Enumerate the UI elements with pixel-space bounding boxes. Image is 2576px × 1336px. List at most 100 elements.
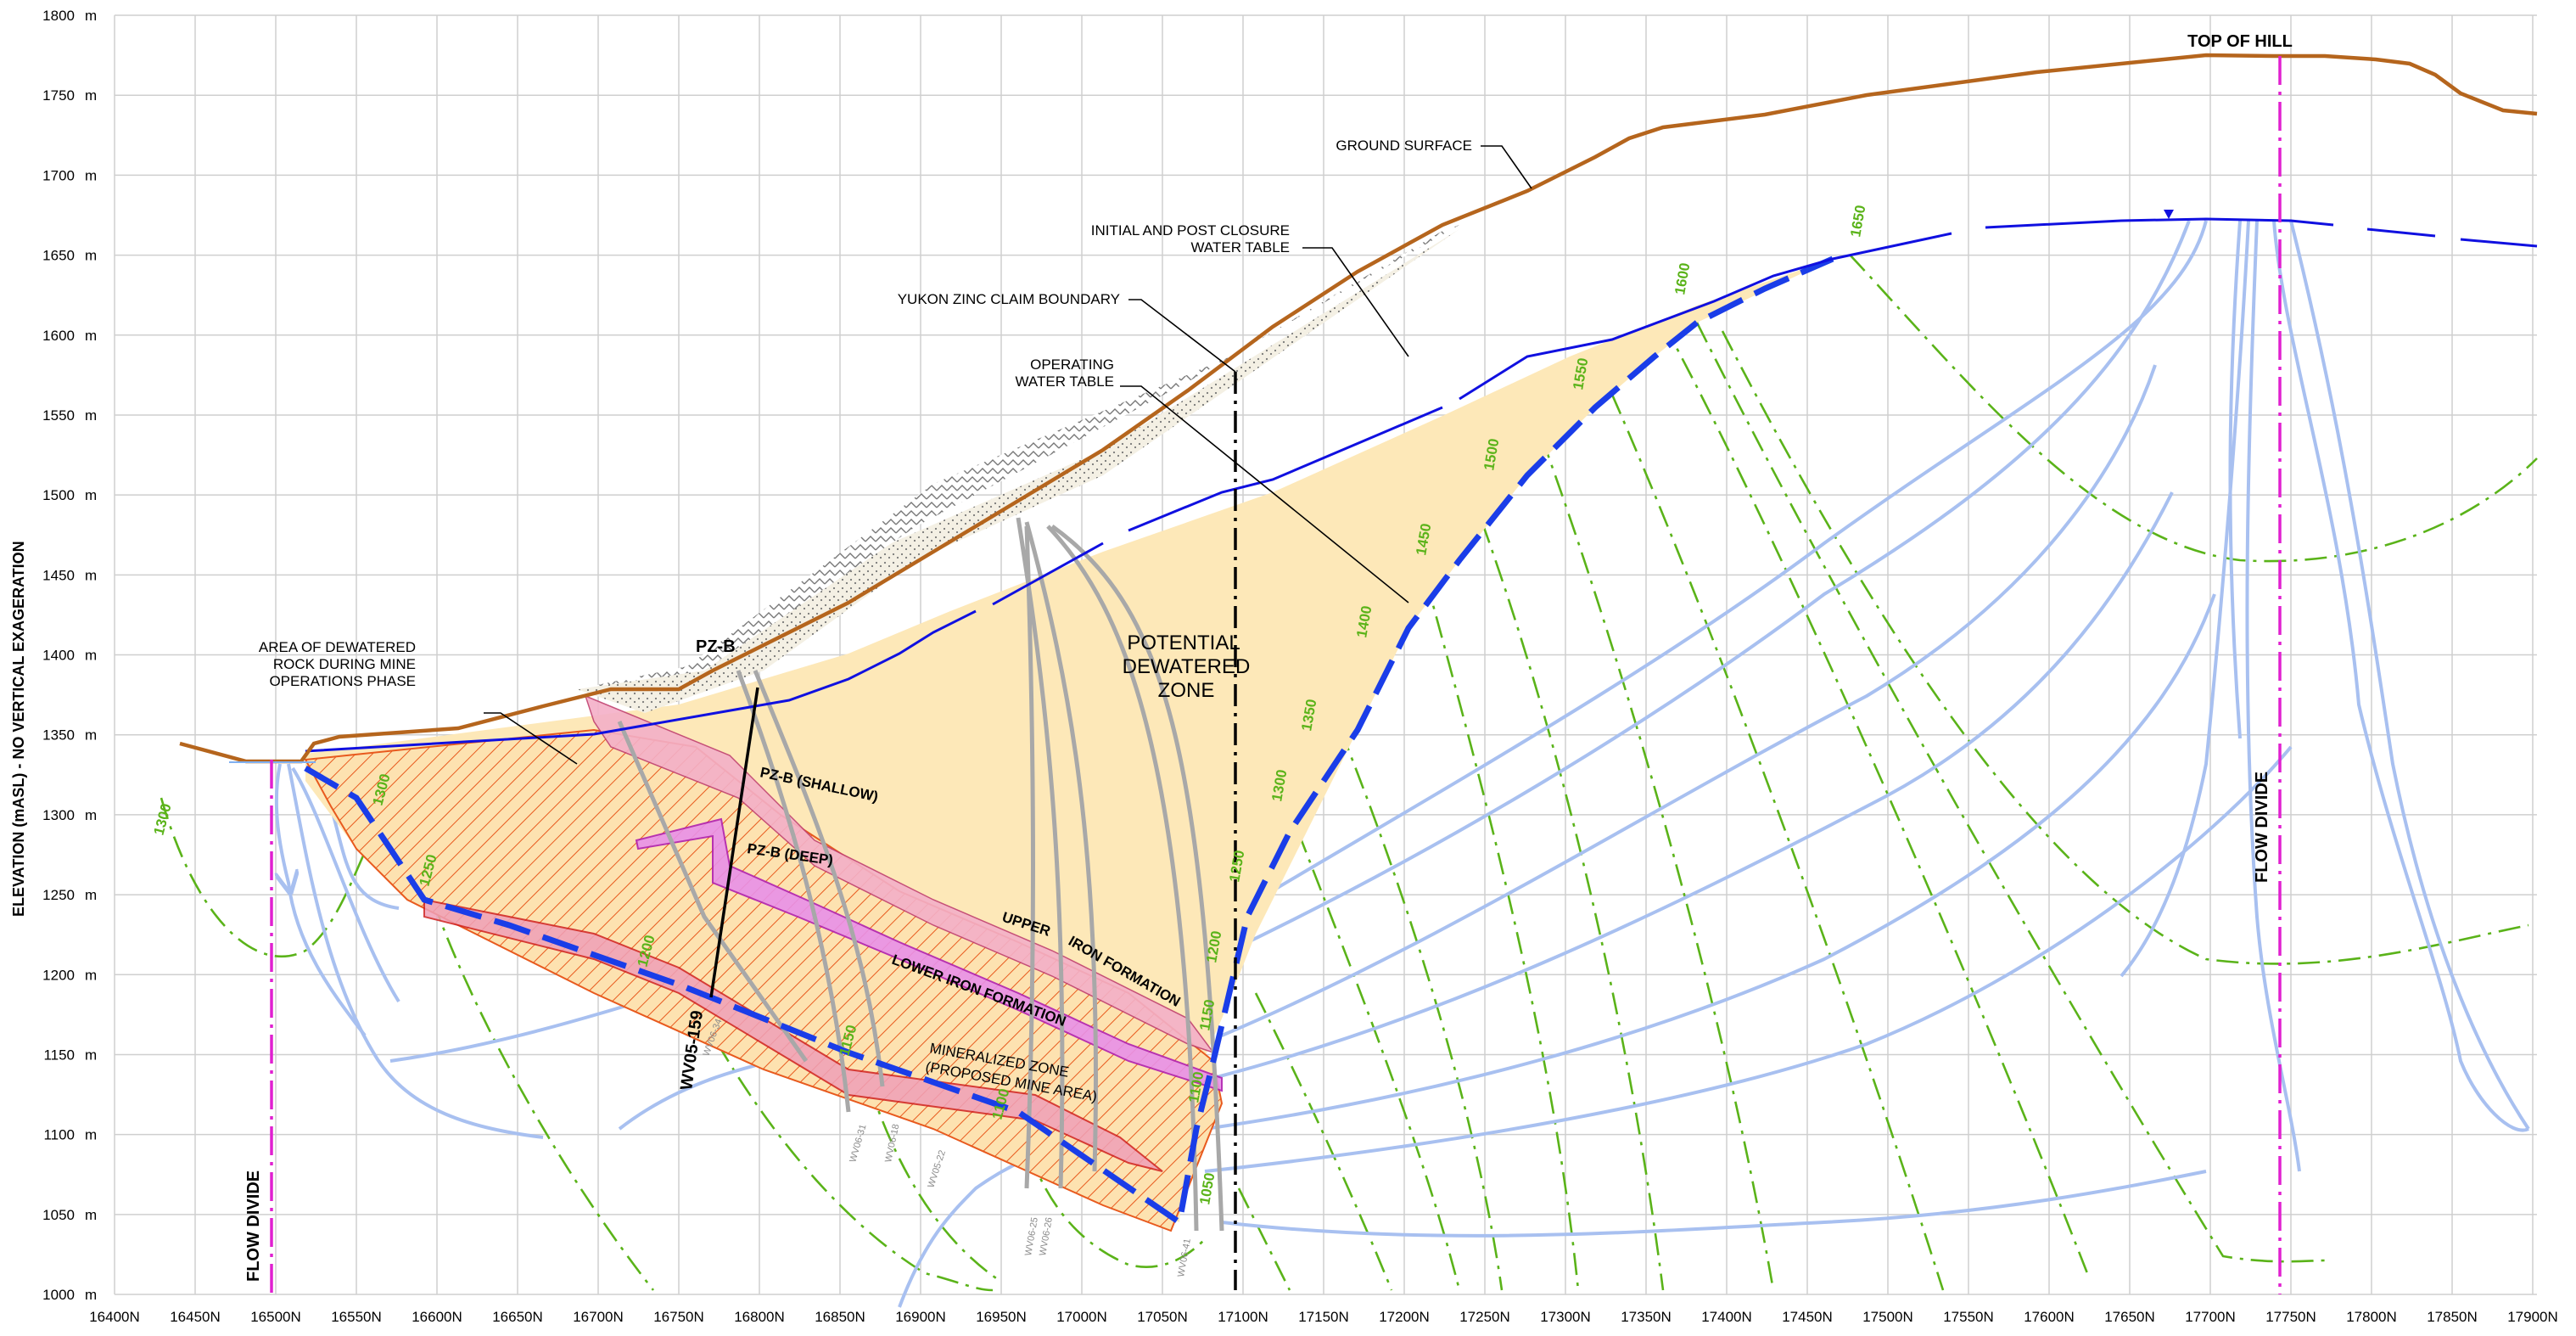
x-tick-label: 16400N (89, 1309, 140, 1325)
flow-line (1221, 1170, 2207, 1238)
equipotential-line (1526, 398, 1775, 1291)
equipotential-line (431, 899, 655, 1291)
y-axis-ticks: 1000 m 1050 m 1100 m 1150 m 1200 m 1250 m 1300 m 1350 m… (42, 8, 97, 1303)
y-tick-unit: m (85, 1047, 97, 1063)
y-tick-label: 1150 (43, 1047, 75, 1063)
potential-zone-label-line1: POTENTIAL (1127, 632, 1240, 654)
x-axis-ticks: 16400N 16450N 16500N 16550N 16600N 16650N 1670… (89, 1309, 2558, 1325)
drillhole-label: WV06-31 (848, 1123, 868, 1163)
x-tick-label: 17350N (1621, 1309, 1672, 1325)
weathered-rock-zone (577, 225, 1459, 689)
x-tick-label: 16750N (653, 1309, 704, 1325)
drill-hole (1050, 524, 1224, 1232)
x-tick-label: 16850N (815, 1309, 865, 1325)
x-tick-label: 17000N (1056, 1309, 1107, 1325)
flow-line (287, 763, 544, 1139)
initial-wt-label-line1: INITIAL AND POST CLOSURE (1091, 222, 1290, 239)
flow-line (2245, 220, 2301, 1172)
flow-line (291, 766, 400, 1003)
operating-wt-label-line2: WATER TABLE (1015, 373, 1114, 390)
y-tick-label: 1650 (42, 248, 75, 264)
drill-hole (1024, 521, 1099, 1172)
leader-claim-boundary (1128, 299, 1236, 373)
y-tick-unit: m (85, 328, 97, 344)
drill-hole (617, 721, 809, 1063)
leader-dewatered-area (484, 712, 578, 765)
y-tick-label: 1000 (42, 1287, 75, 1303)
operating-water-table (304, 255, 1834, 1227)
y-tick-unit: m (85, 727, 97, 744)
y-tick-unit: m (85, 807, 97, 823)
y-tick-unit: m (85, 87, 97, 104)
x-tick-label: 17550N (1943, 1309, 1994, 1325)
flow-line (1229, 220, 2191, 952)
flow-line (1241, 220, 2208, 910)
y-tick-label: 1700 (42, 167, 75, 183)
x-tick-label: 17300N (1540, 1309, 1591, 1325)
flow-line (277, 763, 367, 1037)
x-tick-label: 16500N (250, 1309, 301, 1325)
y-tick-label: 1550 (42, 407, 75, 424)
equipotential-line (1849, 254, 2538, 563)
potential-zone-label-line2: DEWATERED (1123, 655, 1251, 678)
y-tick-unit: m (85, 648, 97, 664)
y-tick-label: 1500 (42, 487, 75, 503)
y-tick-unit: m (85, 1207, 97, 1223)
y-tick-unit: m (85, 567, 97, 583)
equipotential-line (1593, 356, 1945, 1291)
y-tick-label: 1600 (42, 328, 75, 344)
dewatered-area-label-line1: AREA OF DEWATERED (259, 639, 416, 655)
leader-initial-water-table (1302, 247, 1409, 357)
x-tick-label: 17700N (2185, 1309, 2236, 1325)
flow-line (2228, 220, 2242, 739)
y-tick-unit: m (85, 248, 97, 264)
leader-ground-surface (1481, 145, 1532, 189)
x-tick-label: 16800N (734, 1309, 785, 1325)
equipotential-line (1237, 1187, 1291, 1291)
flow-line (1204, 745, 2293, 1173)
lower-iron-formation (423, 898, 1163, 1172)
y-tick-unit: m (85, 887, 97, 903)
x-tick-label: 17800N (2346, 1309, 2397, 1325)
x-tick-label: 16450N (170, 1309, 221, 1325)
drill-hole (753, 670, 885, 1087)
dewatered-area-label-line3: OPERATIONS PHASE (269, 673, 416, 689)
y-tick-label: 1300 (42, 807, 75, 823)
y-tick-unit: m (85, 167, 97, 183)
x-tick-label: 17100N (1218, 1309, 1268, 1325)
flow-divide-left-label: FLOW DIVIDE (244, 1170, 263, 1282)
y-tick-label: 1250 (42, 887, 75, 903)
equipotential-line (1296, 831, 1461, 1291)
equipotential-line (1424, 576, 1580, 1291)
x-tick-label: 17050N (1137, 1309, 1188, 1325)
y-tick-label: 1750 (42, 87, 75, 104)
contour-label: 1050 (1196, 1171, 1218, 1206)
y-tick-label: 1050 (42, 1207, 75, 1223)
x-tick-label: 16700N (573, 1309, 624, 1325)
equipotential-line (160, 797, 384, 958)
claim-boundary-label: YUKON ZINC CLAIM BOUNDARY (898, 291, 1120, 307)
water-table-marker-icon (2164, 210, 2174, 219)
x-tick-label: 17900N (2507, 1309, 2558, 1325)
x-tick-label: 17850N (2427, 1309, 2478, 1325)
flow-line (1212, 491, 2174, 1080)
y-tick-unit: m (85, 1127, 97, 1143)
drill-holes (617, 517, 1224, 1232)
flow-line (2272, 220, 2529, 1132)
y-tick-unit: m (85, 967, 97, 983)
ground-surface-label: GROUND SURFACE (1336, 138, 1472, 154)
drillhole-label: WV05-22 (926, 1149, 948, 1189)
equipotential-line (1721, 330, 2529, 965)
flow-line (1221, 364, 2157, 1037)
contour-label: 1300 (151, 802, 175, 837)
potential-zone-label-line3: ZONE (1158, 679, 1215, 702)
y-tick-unit: m (85, 487, 97, 503)
contour-label: 1600 (1672, 261, 1693, 296)
top-of-hill-label: TOP OF HILL (2187, 32, 2293, 51)
y-tick-label: 1200 (42, 967, 75, 983)
operating-wt-label-line1: OPERATING (1030, 356, 1114, 373)
x-tick-label: 16900N (895, 1309, 946, 1325)
flow-lines (277, 220, 2530, 1308)
leader-operating-water-table (1120, 385, 1409, 603)
borehole-wv05-159 (709, 687, 759, 998)
